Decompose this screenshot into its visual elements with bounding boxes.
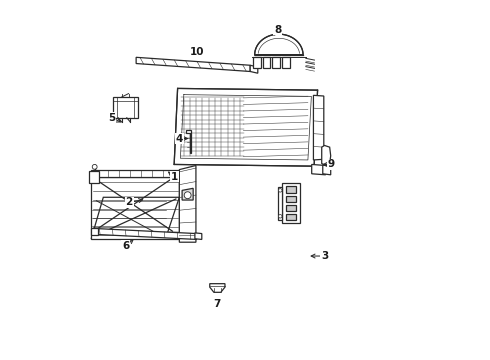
Circle shape: [92, 165, 97, 169]
Circle shape: [278, 189, 282, 192]
Text: 8: 8: [274, 25, 281, 35]
Polygon shape: [174, 89, 318, 166]
Text: 5: 5: [108, 113, 116, 123]
Polygon shape: [91, 232, 179, 239]
Polygon shape: [186, 130, 192, 153]
Polygon shape: [272, 57, 280, 68]
Polygon shape: [282, 184, 300, 223]
Circle shape: [184, 192, 191, 199]
Text: 4: 4: [175, 134, 183, 144]
Polygon shape: [323, 165, 331, 175]
Polygon shape: [263, 57, 270, 68]
Polygon shape: [195, 233, 202, 239]
Polygon shape: [286, 195, 296, 202]
Text: 9: 9: [328, 159, 335, 170]
Polygon shape: [255, 34, 303, 55]
Polygon shape: [286, 214, 296, 220]
Text: 3: 3: [321, 251, 328, 261]
Polygon shape: [179, 166, 196, 242]
Polygon shape: [278, 187, 282, 220]
Polygon shape: [314, 95, 324, 160]
Polygon shape: [322, 145, 331, 165]
Text: 6: 6: [122, 241, 129, 251]
Polygon shape: [282, 57, 290, 68]
Polygon shape: [286, 205, 296, 211]
Polygon shape: [93, 228, 196, 239]
Circle shape: [278, 215, 282, 218]
Text: 10: 10: [189, 47, 204, 57]
Polygon shape: [182, 188, 193, 200]
Polygon shape: [113, 97, 138, 118]
Polygon shape: [210, 284, 225, 292]
Polygon shape: [312, 165, 325, 175]
Polygon shape: [91, 197, 179, 239]
Text: 1: 1: [171, 172, 178, 181]
Polygon shape: [250, 65, 258, 73]
Text: 7: 7: [214, 300, 221, 309]
Polygon shape: [91, 177, 179, 232]
Text: 2: 2: [125, 198, 133, 207]
Polygon shape: [90, 171, 99, 183]
Polygon shape: [91, 170, 179, 177]
Polygon shape: [253, 57, 261, 68]
Polygon shape: [286, 186, 296, 193]
Polygon shape: [136, 57, 250, 72]
Polygon shape: [91, 228, 98, 235]
